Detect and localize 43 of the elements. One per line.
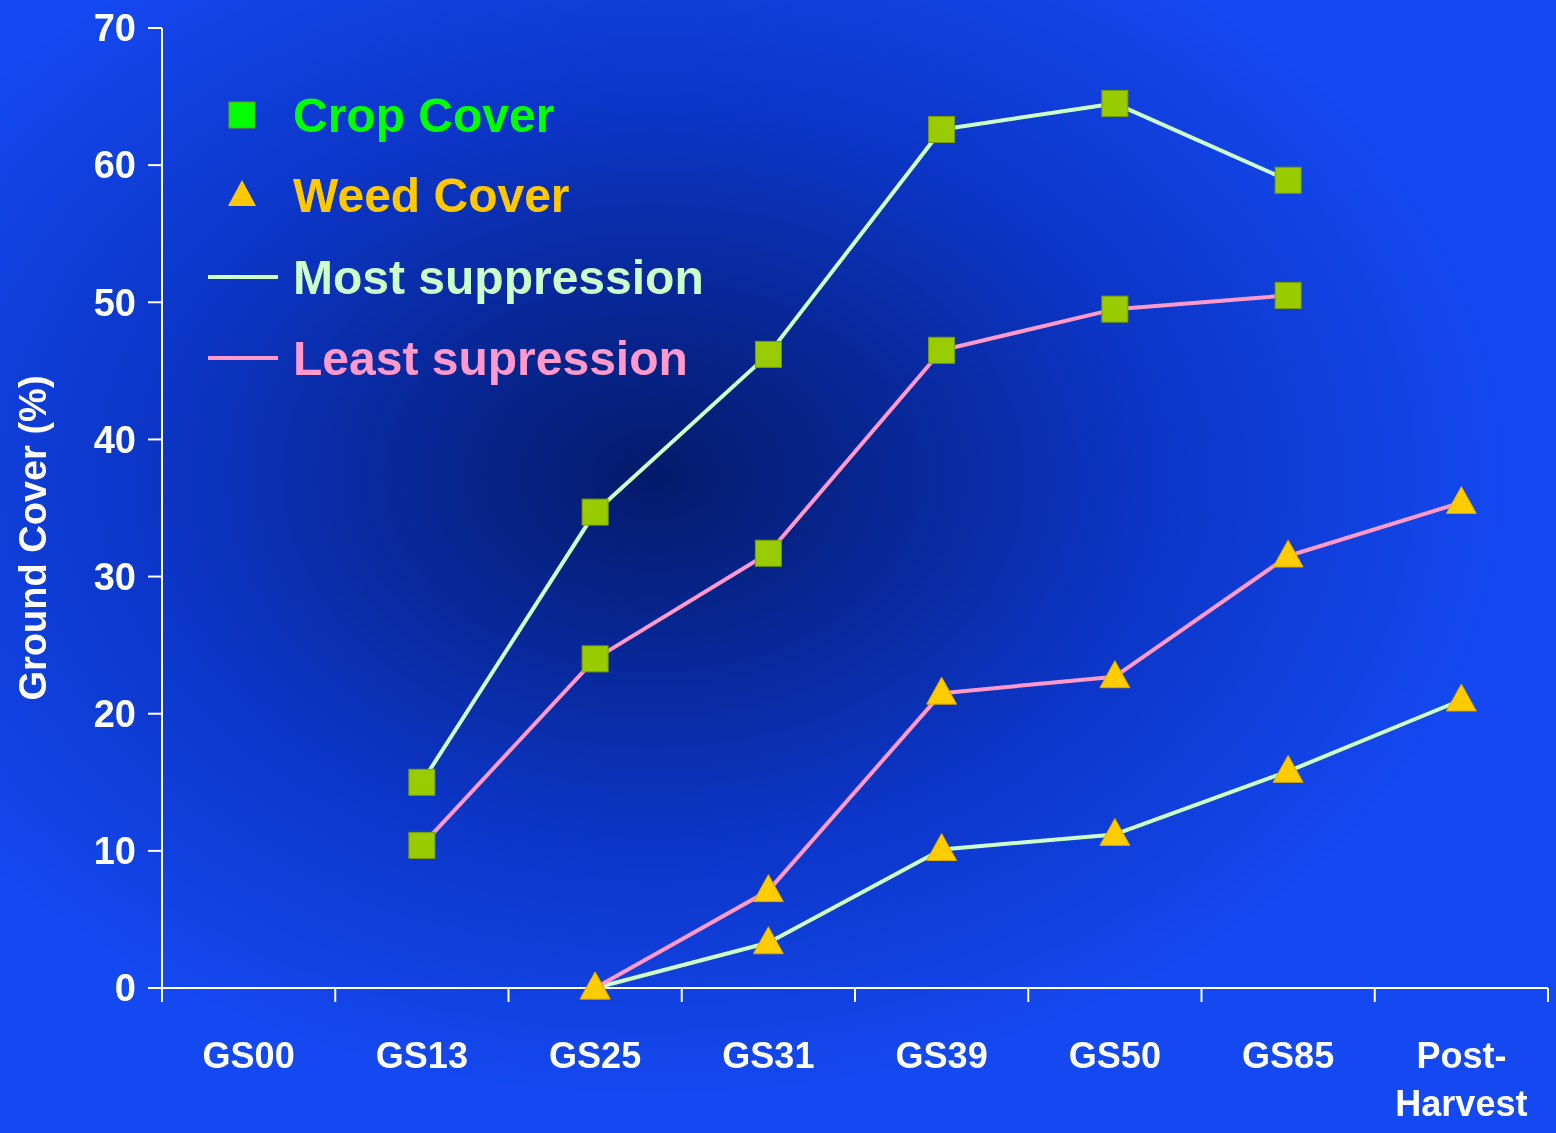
point xyxy=(752,926,784,955)
point xyxy=(926,676,958,705)
point xyxy=(926,832,958,861)
point xyxy=(581,645,609,673)
point xyxy=(1101,89,1129,117)
x-tick-label: Post-Harvest xyxy=(1395,1035,1528,1124)
point xyxy=(1274,281,1302,309)
point xyxy=(754,340,782,368)
point xyxy=(1272,754,1304,783)
x-tick-label: GS39 xyxy=(895,1035,988,1076)
annotation: Most suppression xyxy=(293,250,704,304)
x-tick-label: GS50 xyxy=(1068,1035,1161,1076)
point xyxy=(928,115,956,143)
point xyxy=(1272,539,1304,568)
point xyxy=(1101,295,1129,323)
point xyxy=(581,498,609,526)
point xyxy=(754,539,782,567)
y-tick-label: 10 xyxy=(93,830,136,873)
annotation: Weed Cover xyxy=(293,168,570,222)
y-tick-label: 30 xyxy=(93,555,136,598)
point xyxy=(1274,166,1302,194)
annotation: Crop Cover xyxy=(293,88,555,142)
y-tick-label: 40 xyxy=(93,418,136,461)
point xyxy=(1099,817,1131,846)
x-tick-label: GS85 xyxy=(1242,1035,1335,1076)
point xyxy=(408,768,436,796)
point xyxy=(1099,660,1131,689)
point xyxy=(408,831,436,859)
y-tick-label: 0 xyxy=(114,967,136,1010)
point xyxy=(928,336,956,364)
point xyxy=(1445,683,1477,712)
y-axis-title: Ground Cover (%) xyxy=(12,375,54,701)
x-tick-label: GS31 xyxy=(722,1035,815,1076)
y-tick-label: 20 xyxy=(93,693,136,736)
y-tick-label: 60 xyxy=(93,144,136,187)
x-tick-label: GS13 xyxy=(375,1035,468,1076)
y-tick-label: 50 xyxy=(93,281,136,324)
x-tick-label: GS25 xyxy=(549,1035,642,1076)
x-tick-label: GS00 xyxy=(202,1035,295,1076)
point xyxy=(752,874,784,903)
point xyxy=(1445,486,1477,515)
y-tick-label: 70 xyxy=(93,7,136,50)
annotation: Least supression xyxy=(293,331,688,385)
